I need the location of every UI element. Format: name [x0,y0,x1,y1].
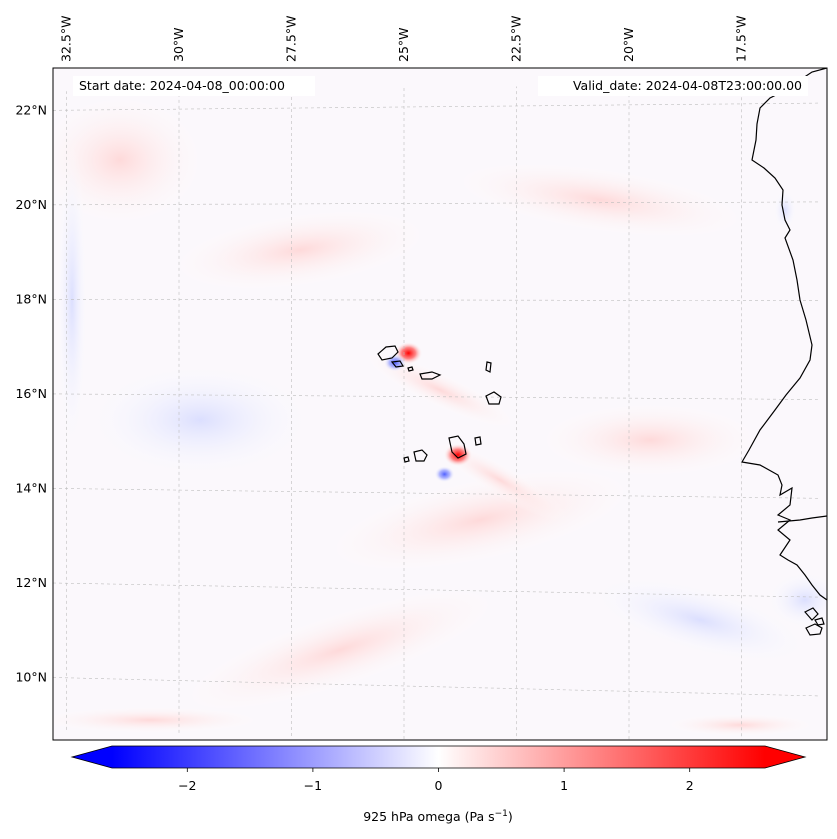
map-panel: Start date: 2024-04-08_00:00:00 Valid_da… [52,67,828,741]
bijagos-island-1 [804,607,819,621]
colorbar-tick-label: 0 [435,778,443,793]
sao-nicolau [419,371,442,380]
longitude-labels: 32.5°W 30°W 27.5°W 25°W 22.5°W 20°W 17.5°W [59,16,749,62]
colorbar-tick-label: −1 [304,778,322,793]
coastlines [377,68,827,636]
parallel-line [53,582,819,598]
map-frame [52,67,828,741]
parallel-line [53,102,819,111]
latitude-label: 20°N [15,197,47,212]
bijagos-island-3 [814,617,825,626]
maio [474,436,482,446]
longitude-label: 20°W [621,27,636,62]
fogo [413,449,428,462]
omega-anomaly [443,443,473,467]
longitude-label: 32.5°W [59,16,74,62]
colorbar-tick-label: 1 [560,778,568,793]
santo-antao [377,345,399,361]
santa-luzia [407,366,414,372]
parallel-line [53,201,819,206]
parallel-line [53,299,818,301]
latitude-label: 22°N [15,102,47,117]
colorbar-tick-label: 2 [686,778,694,793]
latitude-labels: 22°N 20°N 18°N 16°N 14°N 12°N 10°N [15,102,47,684]
longitude-label: 30°W [171,27,186,62]
boa-vista [485,391,502,405]
latitude-label: 16°N [15,386,47,401]
sal [485,361,492,373]
bijagos-island-2 [805,623,823,636]
colorbar-extend-min [72,746,112,768]
latitude-label: 12°N [15,575,47,590]
colorbar-outline [70,745,807,769]
latitude-label: 14°N [15,480,47,495]
start-date-label: Start date: 2024-04-08_00:00:00 [79,78,285,93]
omega-anomaly [434,466,455,483]
graticule [53,84,819,740]
sao-vicente [390,360,404,368]
brava [403,456,410,463]
longitude-label: 17.5°W [734,16,749,62]
gambia-inlet [777,515,827,523]
longitude-label: 27.5°W [284,16,299,62]
valid-date-box [538,76,808,96]
colorbar-ticks: −2 −1 0 1 2 [178,768,694,793]
colorbar-extend-max [765,746,805,768]
latitude-label: 10°N [15,670,47,685]
omega-field [53,90,827,737]
longitude-label: 22.5°W [509,16,524,62]
latitude-label: 18°N [15,291,47,306]
colorbar-body [112,746,765,768]
omega-anomaly [383,353,407,372]
africa-coastline [741,68,827,601]
parallel-line [53,393,819,400]
start-date-box [73,76,315,96]
colorbar-label: 925 hPa omega (Pa s−1) [363,809,513,824]
colorbar: −2 −1 0 1 2 925 hPa omega (Pa s−1) [70,745,807,824]
longitude-label: 25°W [396,27,411,62]
colorbar-tick-label: −2 [178,778,196,793]
valid-date-label: Valid_date: 2024-04-08T23:00:00.00 [573,78,802,93]
parallel-line [53,488,819,499]
santiago [448,435,467,459]
parallel-line [53,677,819,697]
colorbar-label-exponent: −1 [495,809,508,819]
